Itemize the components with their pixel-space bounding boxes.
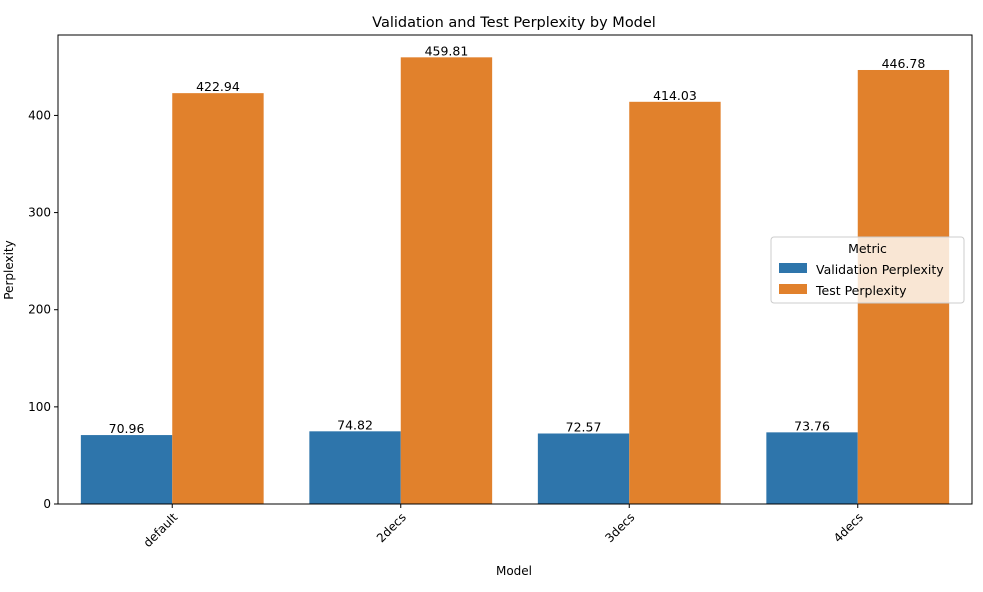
legend-title: Metric [848, 241, 887, 256]
legend-swatch-validation [779, 263, 807, 273]
data-label-4decs-test: 446.78 [882, 56, 926, 71]
data-label-2decs-validation: 74.82 [337, 417, 373, 432]
legend: Metric Validation Perplexity Test Perple… [770, 236, 965, 304]
y-tick-label-400: 400 [28, 108, 51, 122]
bar-2decs-test [400, 57, 493, 504]
plot-frame [57, 34, 973, 505]
legend-box [770, 236, 965, 304]
bar-2decs-validation [309, 431, 401, 504]
y-tick-label-300: 300 [28, 206, 51, 220]
legend-swatch-test [779, 284, 807, 294]
data-label-4decs-validation: 73.76 [794, 418, 830, 433]
data-label-3decs-validation: 72.57 [566, 420, 602, 435]
x-axis-label: Model [496, 564, 532, 578]
data-label-default-test: 422.94 [196, 79, 240, 94]
data-label-2decs-test: 459.81 [425, 43, 469, 58]
bar-3decs-validation [537, 433, 630, 504]
data-label-default-validation: 70.96 [109, 421, 145, 436]
y-tick-label-200: 200 [28, 303, 51, 317]
chart-title: Validation and Test Perplexity by Model [372, 15, 656, 31]
data-labels-group: 70.96 422.94 74.82 459.81 72.57 414.03 73.76 44… [109, 43, 926, 436]
y-tick-label-100: 100 [28, 400, 51, 414]
y-tick-label-0: 0 [43, 497, 51, 511]
bar-4decs-validation [766, 432, 858, 504]
legend-label-validation: Validation Perplexity [816, 262, 944, 277]
y-axis-label: Perplexity [2, 240, 16, 300]
bar-default-validation [80, 435, 173, 504]
data-label-3decs-test: 414.03 [653, 88, 697, 103]
legend-label-test: Test Perplexity [815, 283, 907, 298]
bar-default-test [172, 93, 264, 505]
y-axis: 0 100 200 300 400 [28, 108, 58, 511]
bar-3decs-test [629, 101, 721, 505]
